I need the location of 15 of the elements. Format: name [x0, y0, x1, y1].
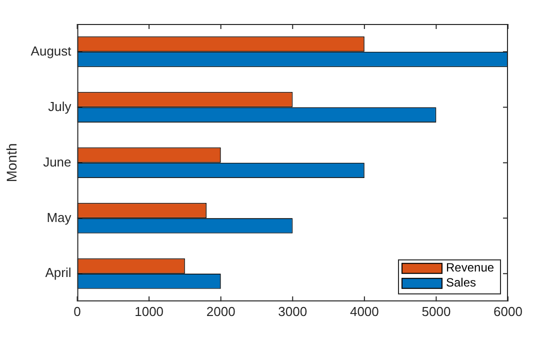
y-tick-label: May [46, 210, 72, 225]
legend-label: Revenue [446, 260, 494, 275]
x-tick-label: 5000 [422, 304, 451, 319]
legend-label: Sales [446, 276, 476, 290]
y-axis-title: Month [3, 143, 20, 182]
x-tick-label: 4000 [350, 304, 379, 319]
x-tick-label: 3000 [278, 304, 308, 319]
y-tick-label: August [30, 43, 72, 58]
y-tick-label: July [48, 98, 72, 114]
y-tick-label: April [45, 265, 72, 280]
y-tick-label: June [43, 154, 72, 170]
x-tick-label: 6000 [494, 304, 522, 319]
x-tick-label: 2000 [206, 304, 236, 319]
x-tick-label: 1000 [134, 304, 164, 319]
x-tick-label: 0 [74, 304, 81, 319]
